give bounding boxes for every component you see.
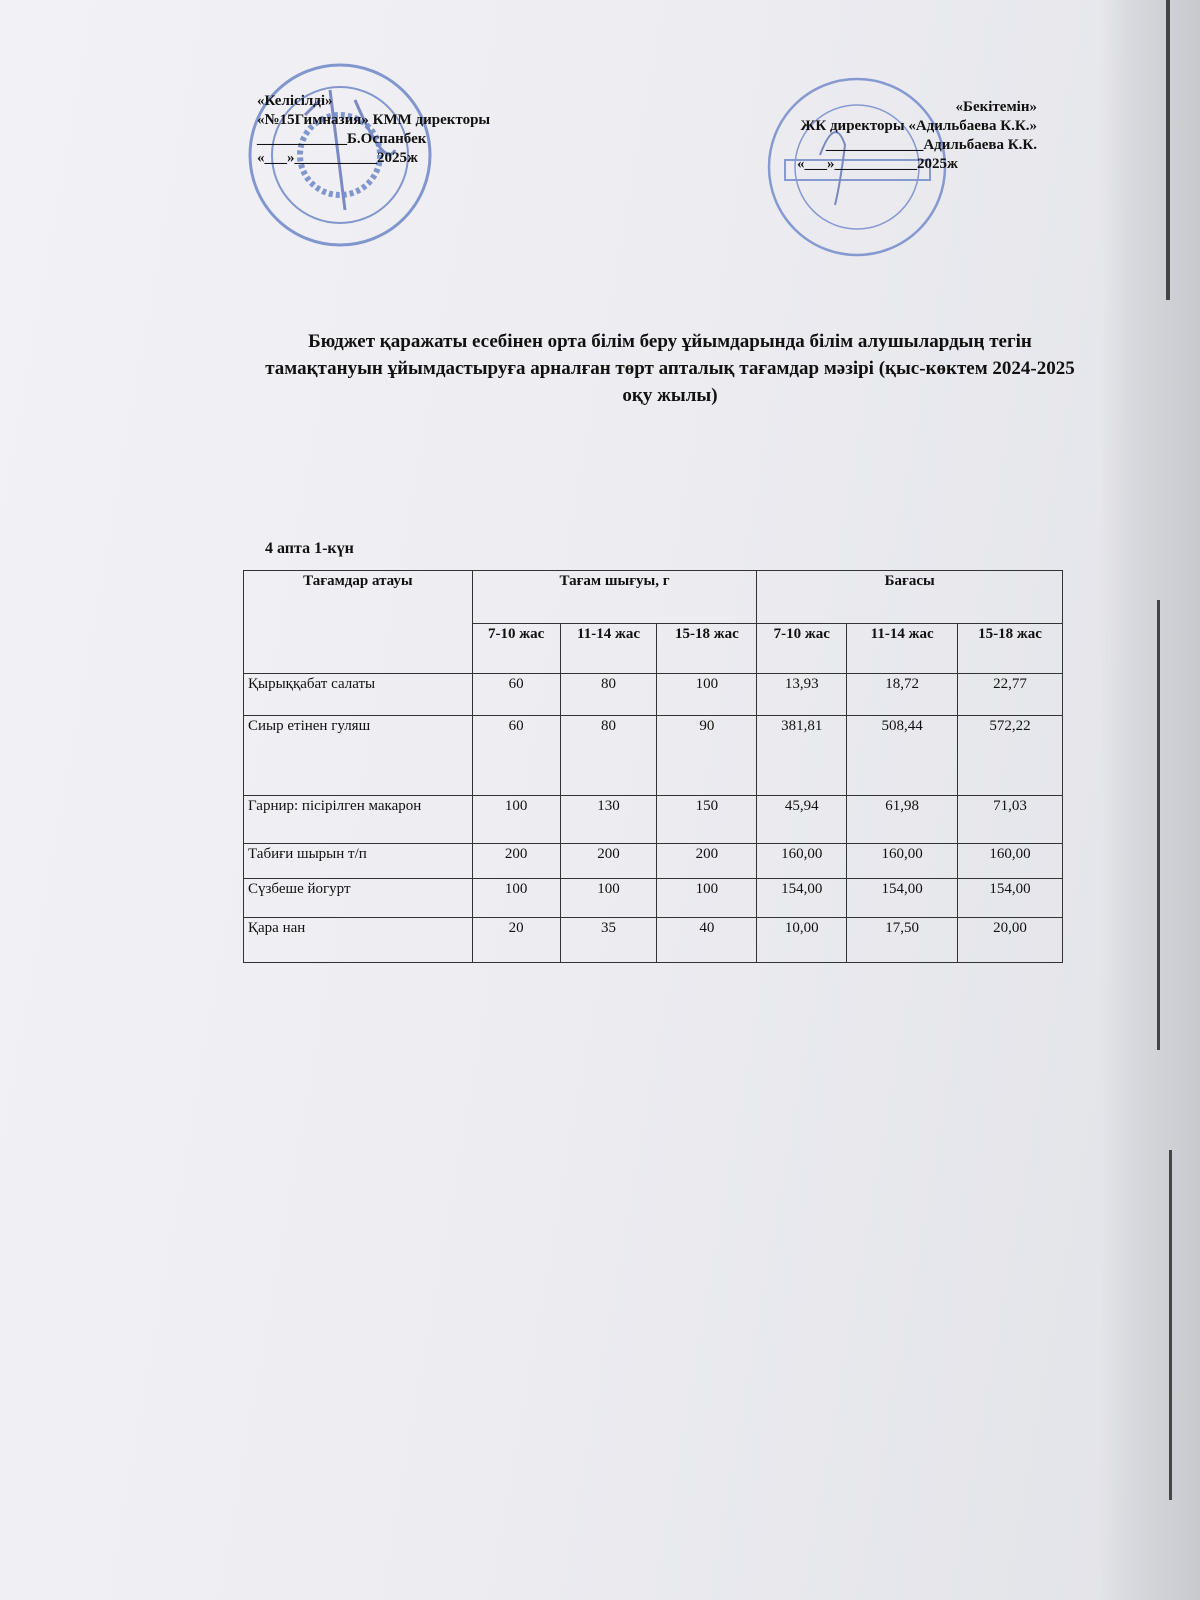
table-row: Қырыққабат салаты 60 80 100 13,93 18,72 22,77 (243, 673, 1063, 716)
agreed-label: «Келісілді» (257, 93, 333, 109)
price-cell: 22,77 (957, 673, 1063, 716)
dish-name: Гарнир: пісірілген макарон (243, 795, 473, 844)
yield-cell: 80 (559, 673, 658, 716)
price-cell: 154,00 (846, 878, 959, 918)
yield-cell: 40 (656, 917, 758, 963)
date-line: «___»___________2025ж (797, 156, 958, 172)
price-cell: 154,00 (957, 878, 1063, 918)
director-title: ЖК директоры «Адильбаева К.К.» (800, 118, 1037, 134)
scan-streak (1157, 600, 1160, 1050)
price-cell: 508,44 (846, 715, 959, 796)
week-day-label: 4 апта 1-күн (265, 540, 354, 557)
price-cell: 71,03 (957, 795, 1063, 844)
price-cell: 381,81 (756, 715, 848, 796)
company-stamp (767, 77, 947, 257)
age-group-header: 11-14 жас (846, 623, 959, 674)
price-cell: 160,00 (846, 843, 959, 879)
age-group-header: 15-18 жас (656, 623, 758, 674)
age-group-header: 7-10 жас (471, 623, 561, 674)
menu-table: Тағамдар атауы Тағам шығуы, г Бағасы 7-1… (243, 570, 1063, 963)
table-row: Гарнир: пісірілген макарон 100 130 150 45,94… (243, 795, 1063, 844)
dish-name: Табиғи шырын т/п (243, 843, 473, 879)
director-title: «№15Гимназия» КММ директоры (257, 112, 491, 128)
header-price: Бағасы (756, 570, 1063, 624)
yield-cell: 100 (656, 878, 758, 918)
price-cell: 18,72 (846, 673, 959, 716)
yield-cell: 100 (656, 673, 758, 716)
price-cell: 20,00 (957, 917, 1063, 963)
scan-streak (1166, 0, 1170, 300)
signature-line: ____________Б.Оспанбек (257, 131, 427, 147)
dish-name: Сүзбеше йогурт (243, 878, 473, 918)
dish-name: Қара нан (243, 917, 473, 963)
price-cell: 13,93 (756, 673, 848, 716)
table-row: Табиғи шырын т/п 200 200 200 160,00 160,00 160… (243, 843, 1063, 879)
approved-label: «Бекітемін» (955, 99, 1037, 115)
yield-cell: 60 (471, 673, 561, 716)
price-cell: 61,98 (846, 795, 959, 844)
yield-cell: 200 (656, 843, 758, 879)
yield-cell: 200 (471, 843, 561, 879)
yield-cell: 200 (559, 843, 658, 879)
price-cell: 160,00 (957, 843, 1063, 879)
price-cell: 17,50 (846, 917, 959, 963)
price-cell: 154,00 (756, 878, 848, 918)
yield-cell: 20 (471, 917, 561, 963)
price-cell: 45,94 (756, 795, 848, 844)
dish-name: Қырыққабат салаты (243, 673, 473, 716)
price-cell: 10,00 (756, 917, 848, 963)
signature-line: _____________Адильбаева К.К. (825, 137, 1037, 153)
age-group-header: 11-14 жас (559, 623, 658, 674)
date-line: «___»___________2025ж (257, 150, 418, 166)
yield-cell: 100 (471, 878, 561, 918)
table-row: Сүзбеше йогурт 100 100 100 154,00 154,00 154,0… (243, 878, 1063, 918)
yield-cell: 100 (559, 878, 658, 918)
price-cell: 572,22 (957, 715, 1063, 796)
header-dish-name: Тағамдар атауы (243, 570, 473, 674)
age-group-header: 15-18 жас (957, 623, 1063, 674)
approval-left-block: «Келісілді» «№15Гимназия» КММ директоры … (257, 92, 490, 168)
yield-cell: 80 (559, 715, 658, 796)
yield-cell: 90 (656, 715, 758, 796)
scan-streak (1169, 1150, 1172, 1500)
dish-name: Сиыр етінен гуляш (243, 715, 473, 796)
yield-cell: 100 (471, 795, 561, 844)
yield-cell: 150 (656, 795, 758, 844)
price-cell: 160,00 (756, 843, 848, 879)
page-edge-shadow (1100, 0, 1200, 1600)
yield-cell: 35 (559, 917, 658, 963)
age-group-header: 7-10 жас (756, 623, 848, 674)
school-stamp (248, 63, 432, 247)
table-row: Сиыр етінен гуляш 60 80 90 381,81 508,44 572,2… (243, 715, 1063, 796)
yield-cell: 130 (559, 795, 658, 844)
document-title: Бюджет қаражаты есебінен орта білім беру… (265, 331, 1075, 406)
header-yield: Тағам шығуы, г (471, 570, 758, 624)
approval-right-block: «Бекітемін» ЖК директоры «Адильбаева К.К… (797, 98, 1037, 174)
table-row: Қара нан 20 35 40 10,00 17,50 20,00 (243, 917, 1063, 963)
yield-cell: 60 (471, 715, 561, 796)
